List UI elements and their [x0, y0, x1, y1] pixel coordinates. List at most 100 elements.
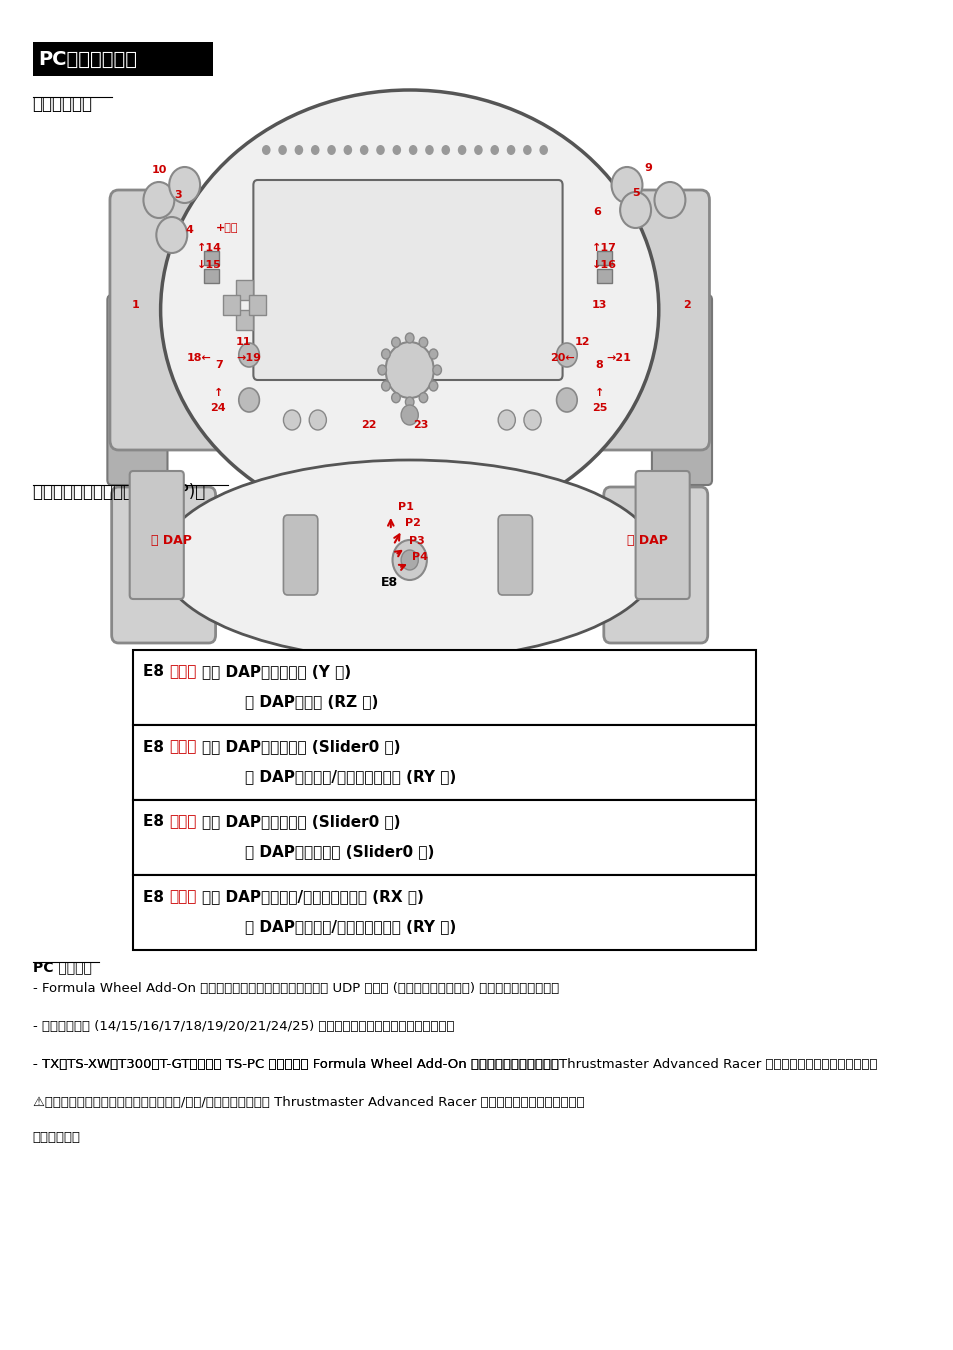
- Text: 18←: 18←: [187, 352, 212, 363]
- Text: E8: E8: [380, 575, 397, 589]
- Circle shape: [377, 364, 386, 375]
- Text: 12: 12: [574, 338, 590, 347]
- Circle shape: [429, 350, 437, 359]
- Bar: [597, 269, 612, 284]
- Circle shape: [309, 410, 326, 431]
- Text: 位置１: 位置１: [169, 664, 196, 679]
- Text: E8: E8: [143, 664, 170, 679]
- Circle shape: [400, 549, 417, 570]
- Circle shape: [433, 364, 441, 375]
- Text: E8: E8: [143, 814, 170, 829]
- Circle shape: [375, 144, 384, 155]
- Circle shape: [474, 144, 482, 155]
- Circle shape: [400, 405, 417, 425]
- Text: E8: E8: [143, 890, 170, 905]
- Text: 9: 9: [644, 163, 652, 173]
- FancyBboxPatch shape: [110, 190, 238, 450]
- Circle shape: [294, 144, 303, 155]
- Bar: [32, 42, 213, 76]
- Bar: [249, 296, 266, 315]
- Text: →19: →19: [236, 352, 261, 363]
- Circle shape: [457, 144, 466, 155]
- Text: －左 DAP＝クラッチ (Slider0 軸): －左 DAP＝クラッチ (Slider0 軸): [202, 814, 400, 829]
- Text: デュアルアナログパドル (DAP)：: デュアルアナログパドル (DAP)：: [32, 483, 205, 501]
- Text: 位置３: 位置３: [169, 814, 196, 829]
- Text: 13: 13: [591, 300, 606, 310]
- Bar: [133, 725, 755, 801]
- Circle shape: [392, 338, 400, 347]
- Bar: [133, 875, 755, 950]
- Ellipse shape: [160, 460, 659, 660]
- Text: 右 DAP＝その他/マッピング可能 (RY 軸): 右 DAP＝その他/マッピング可能 (RY 軸): [245, 919, 456, 934]
- Text: ↓16: ↓16: [592, 261, 617, 270]
- Text: があります。: があります。: [32, 1131, 81, 1143]
- Circle shape: [381, 350, 390, 359]
- Text: PC の場合：: PC の場合：: [32, 960, 91, 973]
- Text: 右 DAP＝クラッチ (Slider0 軸): 右 DAP＝クラッチ (Slider0 軸): [245, 845, 434, 860]
- Text: 2: 2: [682, 300, 690, 310]
- Circle shape: [385, 342, 434, 398]
- Text: 右 DAP＝ガス (RZ 軸): 右 DAP＝ガス (RZ 軸): [245, 694, 377, 710]
- Text: +字キ: +字キ: [216, 223, 238, 234]
- Text: PC：マッピング: PC：マッピング: [38, 50, 136, 69]
- Text: ↑17: ↑17: [592, 243, 617, 252]
- Text: →21: →21: [605, 352, 630, 363]
- Text: 左 DAP: 左 DAP: [152, 533, 192, 547]
- Text: P2: P2: [405, 518, 421, 528]
- Circle shape: [556, 387, 577, 412]
- Circle shape: [425, 144, 434, 155]
- Circle shape: [156, 217, 187, 252]
- Circle shape: [654, 182, 684, 217]
- Circle shape: [409, 144, 417, 155]
- Text: 7: 7: [215, 360, 223, 370]
- Text: - TX、TS-XW、T300、T-GT、および TS-PC のベースで Formula Wheel Add-On を搭載している場合は、Thrustmaste: - TX、TS-XW、T300、T-GT、および TS-PC のベースで For…: [32, 1058, 876, 1071]
- Text: 11: 11: [235, 338, 251, 347]
- Text: P1: P1: [397, 502, 413, 512]
- FancyBboxPatch shape: [603, 487, 707, 643]
- Circle shape: [311, 144, 319, 155]
- Circle shape: [506, 144, 515, 155]
- Circle shape: [619, 192, 650, 228]
- FancyBboxPatch shape: [651, 296, 711, 485]
- Text: 25: 25: [591, 404, 606, 413]
- FancyBboxPatch shape: [497, 514, 532, 595]
- Circle shape: [343, 144, 352, 155]
- Bar: [203, 269, 219, 284]
- Text: ↑14: ↑14: [197, 243, 222, 252]
- Text: －左 DAP＝その他/マッピング可能 (RX 軸): －左 DAP＝その他/マッピング可能 (RX 軸): [202, 890, 423, 905]
- Circle shape: [497, 410, 515, 431]
- Text: 4: 4: [185, 225, 193, 235]
- FancyBboxPatch shape: [108, 296, 168, 485]
- Circle shape: [611, 167, 641, 202]
- Circle shape: [238, 387, 259, 412]
- Circle shape: [169, 167, 200, 202]
- Text: －左 DAP＝ブレーキ (Y 軸): －左 DAP＝ブレーキ (Y 軸): [202, 664, 351, 679]
- Bar: [223, 296, 240, 315]
- Text: 1: 1: [132, 300, 139, 310]
- Circle shape: [556, 343, 577, 367]
- Text: 右 DAP: 右 DAP: [626, 533, 667, 547]
- Text: 8: 8: [595, 360, 602, 370]
- Bar: [133, 801, 755, 875]
- FancyBboxPatch shape: [253, 180, 562, 379]
- FancyBboxPatch shape: [283, 514, 317, 595]
- Circle shape: [418, 393, 427, 402]
- Circle shape: [262, 144, 271, 155]
- Circle shape: [418, 338, 427, 347]
- Text: 操作ボタン：: 操作ボタン：: [32, 95, 92, 113]
- Bar: [236, 279, 253, 300]
- Circle shape: [392, 393, 400, 402]
- Text: P3: P3: [409, 536, 424, 545]
- Bar: [236, 310, 253, 329]
- Bar: [597, 251, 612, 265]
- Text: ↓15: ↓15: [197, 261, 222, 270]
- Text: ↑: ↑: [213, 387, 223, 398]
- Bar: [133, 649, 755, 725]
- FancyBboxPatch shape: [112, 487, 215, 643]
- Circle shape: [490, 144, 498, 155]
- Text: 3: 3: [173, 190, 181, 200]
- Circle shape: [538, 144, 547, 155]
- Circle shape: [405, 397, 414, 406]
- Text: 23: 23: [413, 420, 428, 431]
- Text: －左 DAP＝クラッチ (Slider0 軸): －左 DAP＝クラッチ (Slider0 軸): [202, 740, 400, 755]
